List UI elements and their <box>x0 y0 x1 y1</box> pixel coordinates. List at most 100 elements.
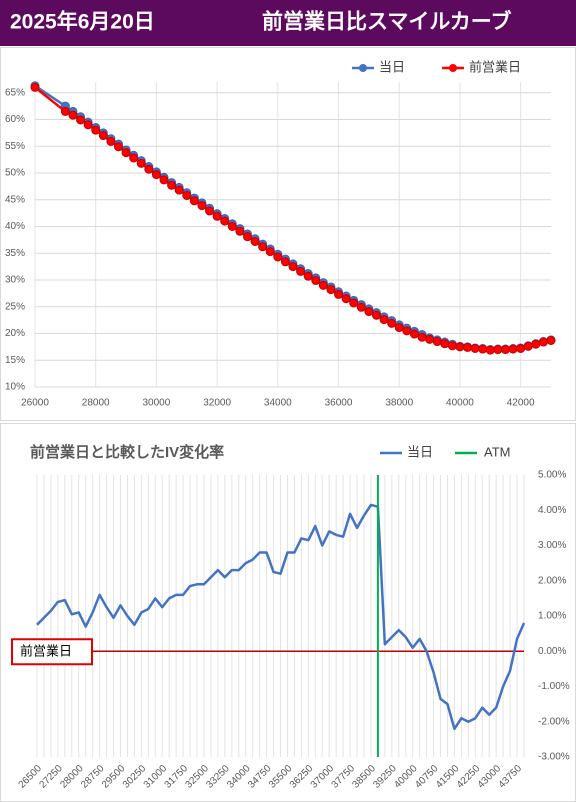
point <box>76 115 86 125</box>
point <box>538 337 548 347</box>
y-tick-label: 40% <box>5 221 25 232</box>
point <box>311 276 321 286</box>
y-tick-label: 20% <box>5 328 25 339</box>
point <box>113 142 123 152</box>
y-tick-label: 2.00% <box>538 575 566 586</box>
chart-title: 前営業日と比較したIV変化率 <box>30 443 224 461</box>
point <box>379 315 389 325</box>
point <box>144 164 154 174</box>
y-tick-label: 5.00% <box>538 470 566 481</box>
header-bar <box>0 0 576 46</box>
x-tick-label: 36000 <box>325 398 353 409</box>
y-tick-label: 4.00% <box>538 505 566 516</box>
point <box>296 266 306 276</box>
y-tick-label: 50% <box>5 168 25 179</box>
point <box>60 106 70 116</box>
point <box>349 298 359 308</box>
point <box>235 226 245 236</box>
y-tick-label: 35% <box>5 248 25 259</box>
point <box>106 136 116 146</box>
point <box>205 206 215 216</box>
point <box>273 252 283 262</box>
x-tick-label: 30000 <box>143 398 171 409</box>
header-date: 2025年6月20日 <box>10 10 155 34</box>
point <box>425 334 435 344</box>
point <box>189 196 199 206</box>
point <box>68 110 78 120</box>
point <box>98 131 108 141</box>
point <box>220 216 230 226</box>
point <box>371 310 381 320</box>
y-tick-label: 10% <box>5 382 25 393</box>
point <box>318 280 328 290</box>
point <box>174 185 184 195</box>
point <box>159 175 169 185</box>
point <box>409 329 419 339</box>
point <box>265 247 275 257</box>
legend-label: 当日 <box>379 59 405 74</box>
y-tick-label: 30% <box>5 275 25 286</box>
point <box>182 190 192 200</box>
point <box>258 242 268 252</box>
x-tick-label: 26000 <box>21 398 49 409</box>
series-line <box>36 503 526 731</box>
y-tick-label: 60% <box>5 114 25 125</box>
point <box>212 211 222 221</box>
y-tick-label: 25% <box>5 301 25 312</box>
point <box>121 148 131 158</box>
y-tick-label: 15% <box>5 355 25 366</box>
point <box>447 341 457 351</box>
point <box>402 326 412 336</box>
legend-marker <box>449 64 457 72</box>
point <box>364 307 374 317</box>
point <box>470 343 480 353</box>
point <box>91 125 101 135</box>
point <box>136 158 146 168</box>
header-title: 前営業日比スマイルカーブ <box>262 10 511 34</box>
point <box>432 337 442 347</box>
y-tick-label: 45% <box>5 194 25 205</box>
point <box>394 323 404 333</box>
point <box>250 236 260 246</box>
point <box>387 318 397 328</box>
y-tick-label: 65% <box>5 87 25 98</box>
point <box>463 342 473 352</box>
point <box>478 344 488 354</box>
x-tick-label: 34000 <box>264 398 292 409</box>
x-tick-label: 42000 <box>507 398 535 409</box>
point <box>197 201 207 211</box>
point <box>356 302 366 312</box>
reference-label-box <box>11 638 93 666</box>
point <box>151 170 161 180</box>
y-tick-label: -3.00% <box>538 752 570 763</box>
point <box>227 221 237 231</box>
y-tick-label: -1.00% <box>538 681 570 692</box>
point <box>531 339 541 349</box>
y-tick-label: -2.00% <box>538 716 570 727</box>
point <box>280 257 290 267</box>
point <box>167 180 177 190</box>
point <box>334 289 344 299</box>
point <box>508 344 518 354</box>
point <box>288 262 298 272</box>
y-tick-label: 55% <box>5 141 25 152</box>
point <box>455 342 465 352</box>
point <box>326 285 336 295</box>
point <box>493 345 503 355</box>
legend-label: ATM <box>484 444 510 459</box>
point <box>500 345 510 355</box>
point <box>242 232 252 242</box>
x-tick-label: 28000 <box>82 398 110 409</box>
reference-label: 前営業日 <box>20 644 72 659</box>
x-tick-label: 38000 <box>385 398 413 409</box>
point <box>303 271 313 281</box>
y-tick-label: 1.00% <box>538 611 566 622</box>
point <box>341 294 351 304</box>
point <box>30 82 40 92</box>
point <box>523 341 533 351</box>
point <box>129 153 139 163</box>
point <box>417 332 427 342</box>
y-tick-label: 0.00% <box>538 646 566 657</box>
x-tick-label: 32000 <box>203 398 231 409</box>
